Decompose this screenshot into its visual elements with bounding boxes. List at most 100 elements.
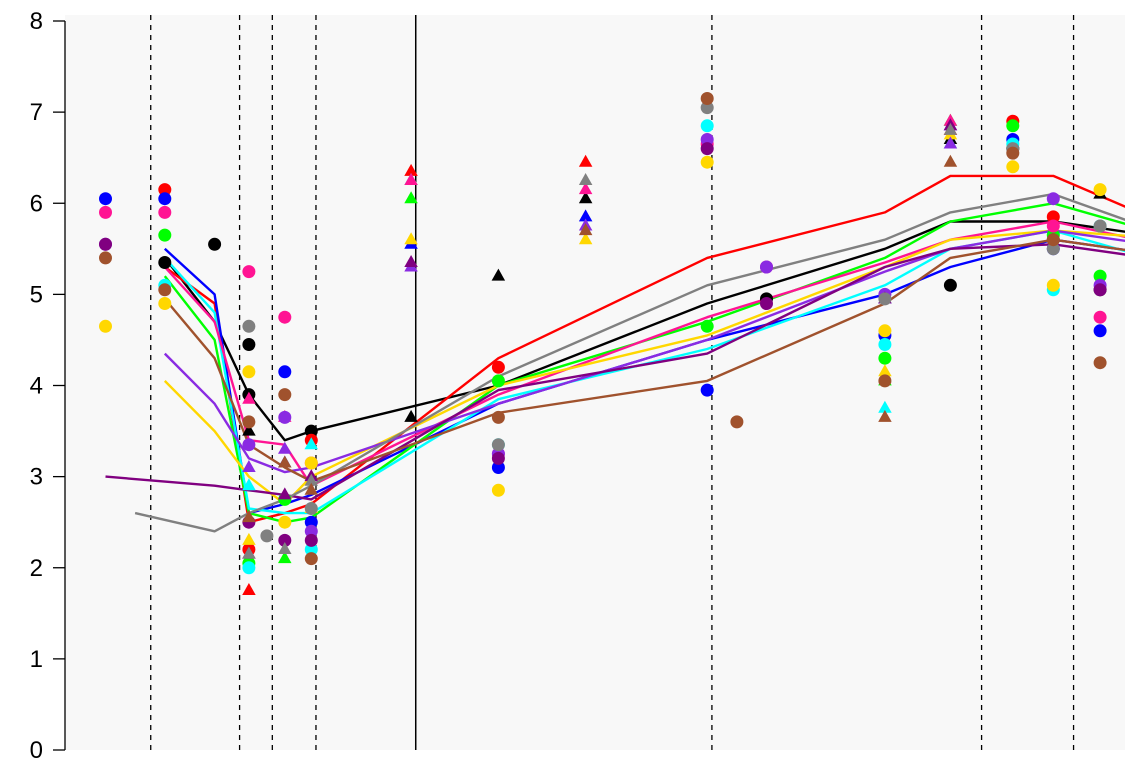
- series-line-5: [163, 229, 1125, 515]
- circle-point-s7-7: [700, 155, 714, 169]
- circle-point-s9-7: [760, 297, 773, 310]
- circle-point-s1-1: [158, 256, 172, 269]
- triangle-point-s7-3: [404, 232, 418, 245]
- triangle-point-s1-3: [491, 268, 506, 281]
- triangle-point-s6-3: [404, 173, 418, 185]
- circle-point-s7-1: [99, 319, 112, 333]
- circle-point-s6-4: [278, 310, 292, 324]
- circle-point-s3-4: [304, 515, 318, 529]
- y-tick-label-3: 3: [30, 464, 43, 491]
- y-tick-label-0: 0: [30, 737, 43, 762]
- circle-point-s11-11: [1046, 233, 1060, 247]
- circle-point-s8-9: [1046, 192, 1060, 206]
- triangle-point-s10-5: [943, 122, 958, 135]
- circle-point-s2-1: [158, 183, 172, 197]
- circle-point-s11-12: [1093, 356, 1107, 370]
- circle-point-s3-1: [99, 192, 112, 206]
- circle-point-s11-8: [730, 415, 744, 429]
- circle-point-s8-6: [700, 133, 714, 146]
- circle-point-s7-8: [878, 324, 892, 338]
- triangle-point-s10-4: [578, 173, 593, 185]
- circle-point-s7-10: [1046, 278, 1060, 292]
- circle-point-s3-6: [700, 383, 714, 397]
- triangle-point-s11-1: [242, 510, 256, 523]
- triangle-point-s2-1: [242, 583, 256, 595]
- vertical-reference-lines: [150, 15, 1075, 750]
- circle-point-s10-9: [1093, 219, 1107, 233]
- series-line-6: [163, 220, 1125, 487]
- circle-point-s11-3: [242, 415, 256, 429]
- triangle-point-s8-2: [278, 441, 292, 454]
- circle-point-s4-5: [700, 319, 714, 333]
- circle-point-s1-5: [304, 424, 318, 438]
- circle-point-s3-10: [1093, 324, 1107, 338]
- y-tick-label-8: 8: [30, 8, 43, 35]
- triangle-point-s10-1: [242, 546, 256, 559]
- y-tick-label-5: 5: [30, 281, 43, 308]
- circle-point-s6-10: [1093, 310, 1107, 324]
- triangle-point-s7-4: [578, 232, 593, 245]
- triangle-point-s7-5: [878, 364, 892, 377]
- circle-point-s11-4: [278, 388, 292, 402]
- circle-point-s10-3: [304, 502, 318, 515]
- circle-point-s2-4: [491, 360, 505, 374]
- circle-point-s9-4: [304, 533, 318, 547]
- series-line-8: [163, 229, 1125, 474]
- circle-point-s5-5: [700, 119, 714, 133]
- triangle-point-s4-1: [278, 551, 292, 564]
- circle-point-s6-3: [242, 265, 256, 279]
- triangle-point-s11-4: [578, 223, 593, 236]
- triangle-point-s5-4: [878, 400, 892, 413]
- circle-point-s7-4: [278, 515, 292, 529]
- circle-point-s8-7: [760, 260, 773, 274]
- triangle-point-s11-2: [278, 455, 292, 468]
- series-lines: [105, 174, 1125, 533]
- triangle-point-s1-4: [578, 191, 593, 204]
- circle-point-s10-1: [242, 319, 256, 333]
- circle-point-s4-7: [1006, 119, 1020, 133]
- circle-point-s7-11: [1093, 183, 1107, 197]
- circle-point-s1-2: [208, 237, 222, 251]
- triangle-point-s7-1: [242, 532, 256, 545]
- circle-point-s7-9: [1006, 160, 1020, 174]
- circle-point-s11-7: [700, 92, 714, 105]
- circle-point-s4-4: [491, 374, 505, 388]
- circle-point-s11-1: [99, 251, 112, 265]
- y-axis: 0 1 2 3 4 5 6 7 8: [30, 8, 66, 762]
- circle-point-s9-3: [278, 533, 292, 547]
- triangle-point-s2-3: [578, 154, 593, 167]
- circle-point-s1-4: [242, 338, 256, 351]
- triangle-point-s9-4: [404, 255, 418, 267]
- triangle-point-s4-2: [404, 191, 418, 204]
- circle-point-s5-6: [878, 338, 892, 351]
- triangle-point-s6-1: [242, 391, 256, 404]
- triangle-point-s5-1: [242, 478, 256, 491]
- circle-point-s9-5: [491, 451, 505, 465]
- triangle-point-s11-3: [304, 482, 318, 495]
- y-tick-label-6: 6: [30, 190, 43, 217]
- circle-point-s11-5: [304, 552, 318, 566]
- circle-point-s5-2: [242, 561, 256, 575]
- circle-point-s6-9: [1046, 219, 1060, 233]
- circle-point-s7-2: [158, 297, 172, 310]
- circle-point-s8-3: [278, 410, 292, 424]
- circle-point-s6-2: [158, 205, 172, 219]
- series-line-1: [163, 220, 1125, 442]
- triangle-point-s10-3: [304, 473, 318, 486]
- triangle-point-s11-5: [878, 409, 892, 422]
- triangle-point-s5-2: [304, 437, 318, 450]
- triangle-point-s11-6: [943, 154, 958, 167]
- circle-point-s11-6: [491, 410, 505, 424]
- triangle-point-s8-1: [242, 460, 256, 472]
- triangle-point-s3-3: [578, 209, 593, 222]
- triangle-point-s6-4: [578, 182, 593, 195]
- circle-point-s11-2: [158, 283, 172, 297]
- circle-point-s9-9: [1093, 283, 1107, 297]
- circle-point-s1-7: [943, 278, 957, 292]
- circle-point-s6-1: [99, 205, 112, 219]
- data-points: [99, 92, 1107, 595]
- circle-point-s3-5: [491, 461, 505, 474]
- y-tick-label-7: 7: [30, 99, 43, 126]
- circle-point-s3-3: [278, 365, 292, 379]
